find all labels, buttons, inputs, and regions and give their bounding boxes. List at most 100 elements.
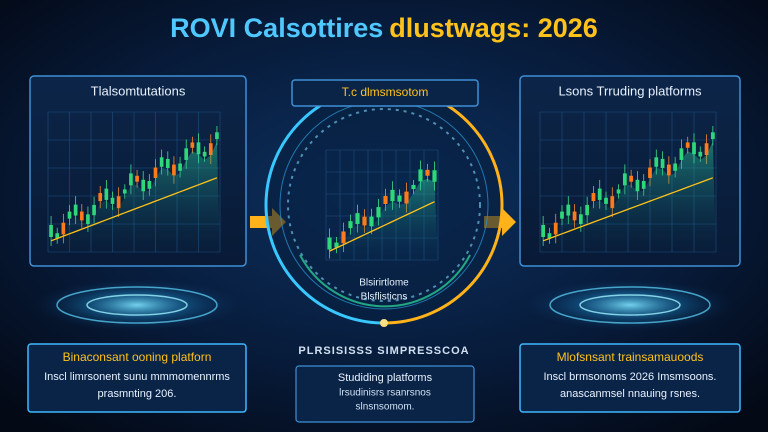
decoration	[329, 201, 435, 252]
decoration	[411, 184, 416, 190]
card-title: Binaconsant ooning platforn	[63, 350, 212, 364]
decoration	[362, 216, 367, 226]
decoration	[348, 221, 353, 229]
decoration	[704, 143, 709, 156]
decoration	[355, 213, 360, 225]
decoration	[61, 222, 66, 235]
decoration	[48, 141, 220, 252]
decoration	[116, 196, 121, 209]
decoration	[334, 242, 339, 248]
decoration	[67, 211, 72, 219]
decoration	[49, 225, 53, 237]
decoration	[641, 180, 646, 189]
banner: PLRSISISSS SIMPRESSCOA	[298, 345, 469, 357]
decoration	[660, 158, 665, 168]
decoration	[122, 189, 127, 194]
decoration	[104, 188, 109, 200]
chart-art	[325, 149, 439, 261]
decoration	[622, 173, 627, 186]
decoration	[404, 191, 409, 204]
panel-label: Tlalsomtutations	[91, 83, 186, 98]
decoration	[196, 142, 201, 155]
center-dial: T.c dlmsmsotom Blsirirtlome Blsflisticns	[264, 79, 504, 327]
card-title: Studiding platforms	[338, 372, 433, 384]
decoration	[202, 151, 207, 157]
decoration	[629, 175, 634, 182]
decoration	[79, 211, 84, 221]
decoration	[666, 164, 671, 176]
decoration	[397, 195, 402, 202]
decoration	[50, 177, 218, 242]
decoration	[383, 195, 388, 204]
panel-label: T.c dlmsmsotom	[342, 85, 429, 99]
decoration	[147, 180, 152, 189]
decoration	[215, 132, 219, 140]
decoration	[604, 197, 608, 204]
decoration	[55, 233, 60, 239]
card: Studiding platforms lrsudinisrs rsanrsno…	[295, 365, 475, 423]
decoration	[418, 169, 423, 182]
decoration	[135, 175, 139, 182]
card: Binaconsant ooning platforn Inscl limrso…	[27, 343, 247, 413]
decoration	[110, 197, 115, 204]
decoration	[86, 214, 90, 225]
chart-art	[47, 111, 221, 253]
title: ROVI Calsottires dlustwags: 2026	[170, 13, 598, 43]
decoration	[98, 193, 103, 202]
card-text: slnsnsomom.	[356, 402, 415, 413]
decoration	[648, 167, 652, 179]
decoration	[560, 211, 564, 219]
decoration	[654, 157, 659, 167]
decoration	[566, 204, 571, 216]
title-part: dlustwags: 2026	[389, 13, 598, 43]
decoration	[425, 169, 430, 176]
decoration	[390, 189, 395, 202]
decoration	[541, 225, 546, 237]
decoration	[327, 237, 332, 250]
decoration	[591, 193, 596, 202]
decoration	[159, 157, 164, 167]
card: Mlofsnsant trainsamauoods Inscl brmsonom…	[519, 343, 741, 413]
decoration	[597, 188, 602, 200]
card-text: prasmnting 206.	[98, 388, 177, 400]
decoration	[341, 231, 346, 244]
decoration	[610, 196, 615, 209]
decoration	[710, 132, 715, 140]
dial-text: Blsirirtlome	[359, 278, 409, 289]
decoration	[178, 163, 182, 171]
decoration	[572, 211, 577, 221]
decoration	[141, 179, 146, 192]
decoration	[685, 142, 690, 148]
right-panel: Lsons Trruding platforms	[519, 75, 741, 267]
card-title: Mlofsnsant trainsamauoods	[557, 350, 704, 364]
decoration	[73, 204, 78, 216]
card-text: Inscl brmsonoms 2026 Imsmsoons.	[543, 371, 716, 383]
decoration	[547, 233, 552, 239]
decoration	[190, 142, 195, 148]
left-panel: Tlalsomtutations	[29, 75, 247, 267]
dial-text: Blsflisticns	[361, 292, 408, 303]
decoration	[208, 143, 213, 156]
decoration	[692, 142, 696, 155]
decoration	[129, 173, 133, 186]
decoration	[542, 177, 714, 242]
decoration	[432, 170, 437, 182]
card-text: anascanmsel nnauing rsnes.	[560, 388, 700, 400]
platform-glows	[32, 279, 735, 331]
decoration	[698, 151, 703, 157]
card-text: lrsudinisrs rsanrsnos	[339, 388, 431, 399]
decoration	[578, 214, 583, 225]
decoration	[673, 163, 678, 171]
decoration	[616, 189, 621, 194]
decoration	[585, 204, 590, 216]
decoration	[172, 164, 176, 176]
decoration	[635, 179, 640, 192]
decoration	[679, 148, 684, 160]
decoration	[184, 148, 189, 160]
decoration	[165, 158, 170, 168]
decoration	[553, 222, 558, 235]
decoration	[540, 141, 716, 252]
decoration	[376, 207, 381, 218]
panel-label: Lsons Trruding platforms	[558, 83, 702, 98]
